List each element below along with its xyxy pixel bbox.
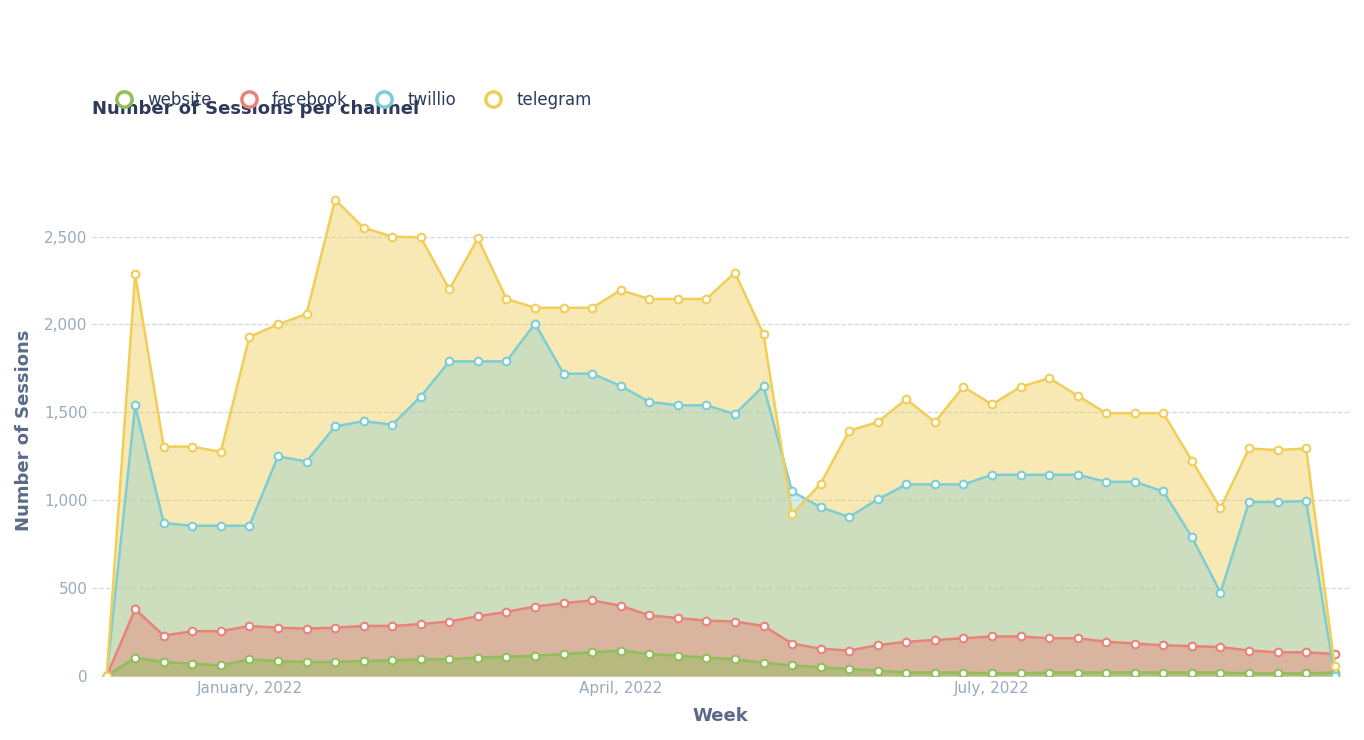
- Legend: website, facebook, twillio, telegram: website, facebook, twillio, telegram: [101, 84, 599, 115]
- Text: Number of Sessions per channel: Number of Sessions per channel: [93, 101, 420, 118]
- Y-axis label: Number of Sessions: Number of Sessions: [15, 329, 33, 531]
- X-axis label: Week: Week: [693, 707, 749, 725]
